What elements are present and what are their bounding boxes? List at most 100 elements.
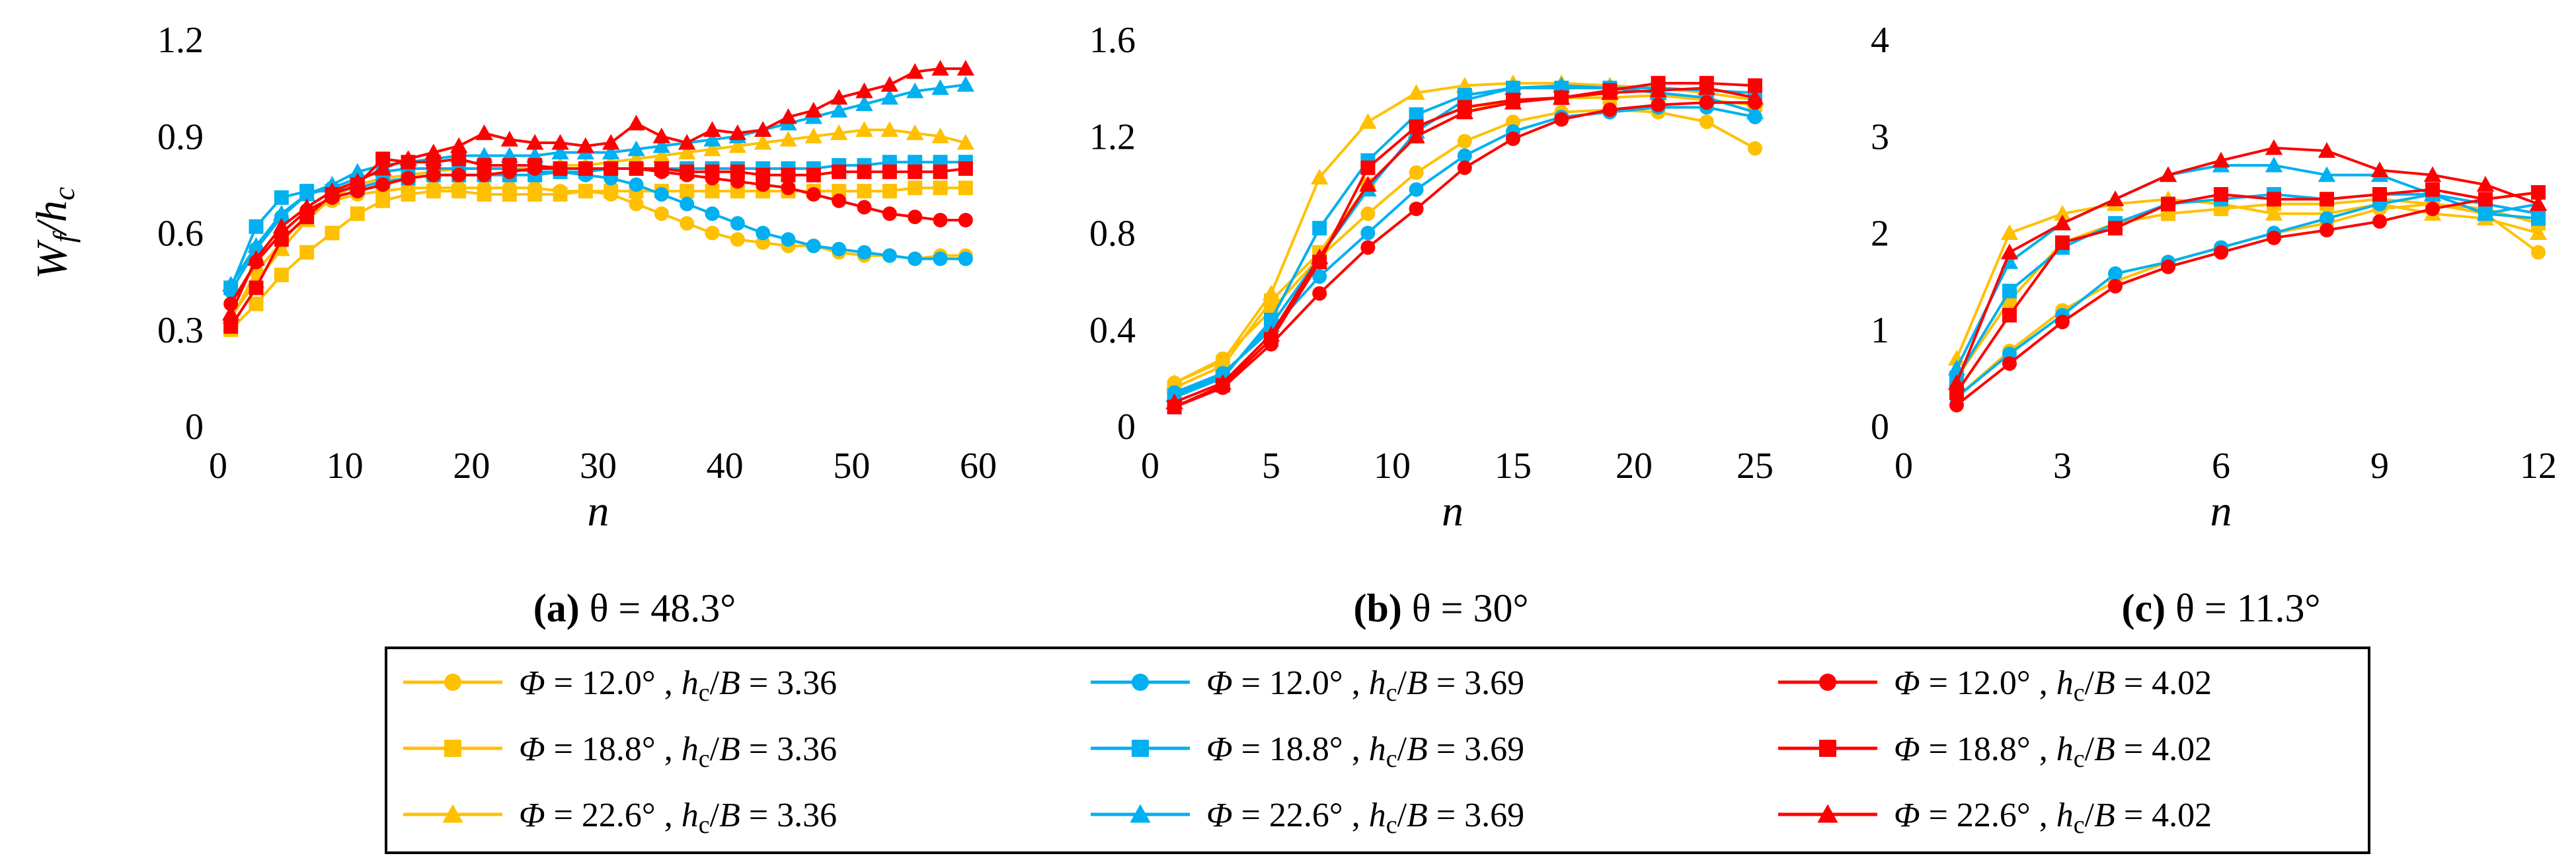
x-tick-label: 12 [2520, 446, 2557, 487]
data-point [2267, 230, 2281, 245]
data-point [1407, 84, 1425, 100]
data-point [2372, 214, 2387, 229]
data-point [272, 205, 291, 221]
x-axis-label: n [2210, 487, 2232, 535]
data-point [627, 140, 645, 157]
legend-label: Φ = 22.6° , hc/B = 3.69 [1206, 797, 1524, 839]
data-point [2055, 315, 2070, 330]
data-point [247, 237, 265, 253]
data-point [2106, 190, 2125, 206]
data-point [249, 296, 264, 311]
data-point [451, 184, 467, 199]
legend-entry: Φ = 18.8° , hc/B = 4.02 [1778, 730, 2212, 773]
data-point [1409, 201, 1424, 216]
data-point [272, 217, 291, 234]
y-tick-label: 1.6 [1089, 20, 1136, 61]
y-tick-label: 4 [1871, 20, 1889, 61]
data-point [1746, 89, 1764, 105]
data-point [1214, 352, 1231, 368]
y-tick-label: 0.6 [157, 214, 204, 255]
data-point [527, 158, 543, 173]
data-point [857, 184, 872, 199]
data-point [2476, 205, 2495, 221]
data-point [2002, 356, 2017, 371]
legend-label: Φ = 18.8° , hc/B = 3.69 [1206, 730, 1524, 773]
data-point [627, 114, 645, 131]
series-line [229, 128, 966, 318]
data-point [297, 198, 316, 215]
data-point [933, 251, 948, 266]
data-point [728, 124, 747, 140]
data-point [880, 89, 899, 105]
legend-marker [1132, 740, 1149, 757]
data-point [424, 143, 443, 160]
data-point [2212, 151, 2230, 168]
data-point [221, 305, 240, 321]
data-point [730, 216, 745, 231]
data-point [576, 137, 595, 153]
series [1947, 139, 2548, 390]
data-point [1360, 160, 1376, 175]
data-point [297, 185, 316, 202]
data-point [1949, 397, 1964, 412]
legend-label: Φ = 22.6° , hc/B = 3.36 [519, 797, 837, 839]
data-point [705, 206, 720, 221]
data-point [426, 167, 441, 182]
x-tick-label: 10 [1374, 446, 1411, 487]
data-point [931, 59, 949, 76]
series [1949, 185, 2546, 412]
data-point [652, 137, 671, 153]
data-point [806, 187, 821, 202]
data-point [1504, 79, 1522, 95]
data-point [1407, 128, 1425, 143]
data-point [2320, 211, 2334, 226]
data-point [832, 164, 847, 179]
data-point [1748, 141, 1762, 156]
data-point [2265, 139, 2283, 155]
legend-label: Φ = 22.6° , hc/B = 4.02 [1894, 797, 2212, 839]
data-point [958, 251, 973, 266]
data-point [880, 121, 899, 137]
series [223, 151, 973, 334]
data-point [779, 108, 797, 124]
data-point [2425, 201, 2440, 216]
data-point [274, 267, 289, 282]
panel-caption: (a) θ = 48.3° [533, 586, 736, 630]
data-point [1699, 114, 1714, 130]
y-tick-label: 0 [185, 407, 204, 448]
data-point [830, 102, 848, 118]
data-point [551, 134, 569, 150]
data-point [2265, 205, 2283, 221]
data-point [2108, 221, 2123, 236]
legend-entry: Φ = 12.0° , hc/B = 3.36 [403, 664, 837, 707]
data-point [274, 190, 289, 205]
data-point [1409, 119, 1424, 134]
x-tick-label: 10 [327, 446, 364, 487]
data-point [553, 187, 568, 202]
data-point [680, 196, 695, 212]
data-point [956, 76, 975, 92]
data-point [855, 82, 873, 98]
data-point [1359, 113, 1377, 129]
data-point [933, 180, 948, 196]
data-point [882, 184, 897, 199]
data-point [906, 124, 924, 140]
legend-entry: Φ = 18.8° , hc/B = 3.69 [1091, 730, 1524, 773]
series-line [229, 186, 966, 331]
data-point [2318, 166, 2336, 182]
data-point [931, 79, 949, 95]
data-point [2370, 161, 2389, 177]
y-tick-label: 0.9 [157, 116, 204, 157]
data-point [680, 216, 695, 231]
data-point [629, 161, 644, 176]
data-point [2320, 223, 2334, 238]
data-point [882, 164, 897, 179]
data-point [956, 134, 975, 150]
data-point [451, 167, 467, 182]
data-point [2053, 214, 2072, 231]
legend-marker [1132, 674, 1149, 691]
data-point [1360, 225, 1376, 241]
data-point [908, 164, 923, 179]
data-point [1409, 165, 1424, 180]
